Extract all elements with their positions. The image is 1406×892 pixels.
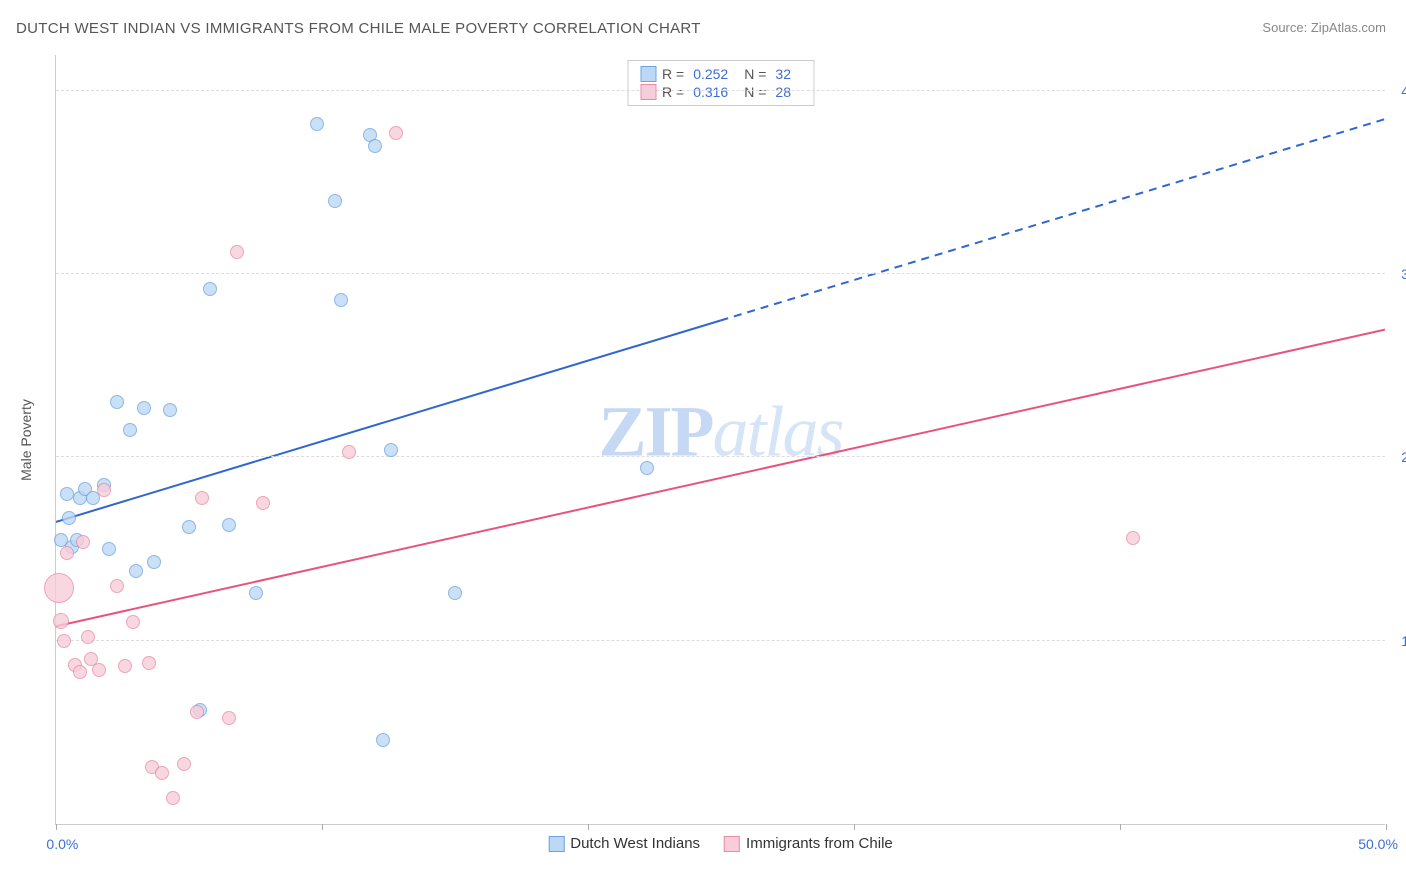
data-point-dutch xyxy=(222,518,236,532)
data-point-chile xyxy=(53,613,69,629)
data-point-chile xyxy=(190,705,204,719)
swatch-icon xyxy=(724,836,740,852)
trend-lines xyxy=(56,55,1385,824)
data-point-dutch xyxy=(60,487,74,501)
stat-r-value: 0.252 xyxy=(693,66,728,82)
data-point-chile xyxy=(118,659,132,673)
y-axis-label: Male Poverty xyxy=(18,399,34,481)
data-point-dutch xyxy=(249,586,263,600)
legend-series: Dutch West Indians Immigrants from Chile xyxy=(548,835,893,852)
stat-n-value: 28 xyxy=(775,84,791,100)
watermark-part1: ZIP xyxy=(598,391,712,471)
data-point-chile xyxy=(92,663,106,677)
legend-stat-row-chile: R = 0.316 N = 28 xyxy=(640,83,801,101)
x-tick-mark xyxy=(56,824,57,830)
data-point-chile xyxy=(81,630,95,644)
y-tick-label: 40.0% xyxy=(1391,83,1406,99)
data-point-dutch xyxy=(203,282,217,296)
gridline-h xyxy=(56,90,1385,91)
data-point-dutch xyxy=(640,461,654,475)
data-point-chile xyxy=(230,245,244,259)
data-point-dutch xyxy=(368,139,382,153)
data-point-chile xyxy=(177,757,191,771)
stat-n-label: N = xyxy=(744,66,766,82)
data-point-chile xyxy=(155,766,169,780)
data-point-chile xyxy=(110,579,124,593)
watermark-part2: atlas xyxy=(713,391,843,471)
source-label: Source: xyxy=(1262,20,1307,35)
watermark: ZIPatlas xyxy=(598,390,842,473)
data-point-chile xyxy=(1126,531,1140,545)
stat-n-value: 32 xyxy=(775,66,791,82)
x-tick-mark xyxy=(1120,824,1121,830)
data-point-chile xyxy=(57,634,71,648)
data-point-dutch xyxy=(334,293,348,307)
gridline-h xyxy=(56,456,1385,457)
swatch-icon xyxy=(640,66,656,82)
data-point-chile xyxy=(97,483,111,497)
data-point-dutch xyxy=(110,395,124,409)
data-point-dutch xyxy=(62,511,76,525)
data-point-chile xyxy=(142,656,156,670)
swatch-icon xyxy=(548,836,564,852)
y-tick-label: 10.0% xyxy=(1391,633,1406,649)
legend-item-chile: Immigrants from Chile xyxy=(724,835,893,852)
data-point-chile xyxy=(222,711,236,725)
data-point-dutch xyxy=(376,733,390,747)
y-tick-label: 30.0% xyxy=(1391,266,1406,282)
stat-r-label: R = xyxy=(662,66,684,82)
x-tick-label: 0.0% xyxy=(46,836,78,852)
data-point-dutch xyxy=(102,542,116,556)
x-tick-mark xyxy=(588,824,589,830)
x-tick-mark xyxy=(854,824,855,830)
data-point-chile xyxy=(256,496,270,510)
data-point-dutch xyxy=(129,564,143,578)
x-tick-label: 50.0% xyxy=(1358,836,1398,852)
chart-title: DUTCH WEST INDIAN VS IMMIGRANTS FROM CHI… xyxy=(16,20,701,37)
data-point-chile xyxy=(76,535,90,549)
plot-area: ZIPatlas R =0.252N =32R =0.316N =28 Dutc… xyxy=(55,55,1385,825)
data-point-dutch xyxy=(163,403,177,417)
data-point-dutch xyxy=(182,520,196,534)
y-tick-label: 20.0% xyxy=(1391,449,1406,465)
gridline-h xyxy=(56,273,1385,274)
source-value: ZipAtlas.com xyxy=(1311,20,1386,35)
data-point-chile xyxy=(195,491,209,505)
data-point-dutch xyxy=(137,401,151,415)
data-point-dutch xyxy=(328,194,342,208)
trend-line-dutch xyxy=(721,119,1386,320)
stat-n-label: N = xyxy=(744,84,766,100)
data-point-dutch xyxy=(448,586,462,600)
trend-line-chile xyxy=(56,330,1385,627)
data-point-chile xyxy=(342,445,356,459)
data-point-chile xyxy=(60,546,74,560)
data-point-dutch xyxy=(310,117,324,131)
data-point-dutch xyxy=(147,555,161,569)
x-tick-mark xyxy=(1386,824,1387,830)
trend-line-dutch xyxy=(56,320,721,521)
legend-stat-row-dutch: R = 0.252 N = 32 xyxy=(640,65,801,83)
data-point-dutch xyxy=(384,443,398,457)
data-point-chile xyxy=(73,665,87,679)
data-point-chile xyxy=(44,573,74,603)
legend-stats: R = 0.252 N = 32 R = 0.316 N = 28 xyxy=(627,60,814,106)
legend-item-dutch: Dutch West Indians xyxy=(548,835,700,852)
gridline-h xyxy=(56,640,1385,641)
stat-r-value: 0.316 xyxy=(693,84,728,100)
legend-item-label: Immigrants from Chile xyxy=(746,835,893,852)
data-point-dutch xyxy=(123,423,137,437)
legend-item-label: Dutch West Indians xyxy=(570,835,700,852)
data-point-chile xyxy=(389,126,403,140)
source-attribution: Source: ZipAtlas.com xyxy=(1262,20,1386,35)
stat-r-label: R = xyxy=(662,84,684,100)
data-point-chile xyxy=(166,791,180,805)
x-tick-mark xyxy=(322,824,323,830)
swatch-icon xyxy=(640,84,656,100)
data-point-chile xyxy=(126,615,140,629)
